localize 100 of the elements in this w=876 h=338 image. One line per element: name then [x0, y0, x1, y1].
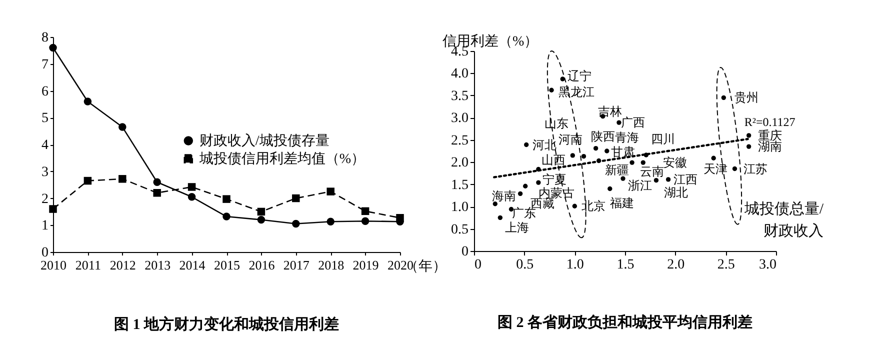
y-tick-label: 0.5: [451, 222, 468, 238]
y-tick-label: 7: [42, 57, 48, 72]
x-tick-label: 2016: [248, 258, 276, 272]
text: 图 2 各省财政负担和城投平均信用利差: [498, 314, 752, 331]
point: [188, 183, 196, 191]
annotation: 新疆: [604, 162, 629, 177]
annotation: 广西: [620, 116, 645, 130]
point: [549, 88, 554, 92]
legend-label: 财政收入/城投债存量: [199, 132, 330, 149]
y-tick-label: 2.0: [451, 156, 468, 171]
point: [746, 144, 752, 149]
point: [604, 148, 610, 154]
x-tick-label: 0.5: [516, 258, 534, 272]
legend-label: 城投债信用利差均值（%）: [198, 150, 366, 167]
x-axis-title: 城投债总量/财政收入: [743, 200, 824, 240]
annotation: 山东: [544, 116, 569, 130]
point: [118, 123, 126, 131]
y-tick-label: 1.5: [451, 178, 468, 193]
annotation: 黑龙江: [558, 85, 595, 100]
point: [518, 191, 523, 196]
annotation: 四川: [651, 132, 676, 146]
y-tick-label: 2: [42, 192, 48, 207]
y-tick-label: 0: [42, 246, 48, 260]
y-tick-label: 6: [42, 84, 48, 100]
y-tick-label: 3.5: [451, 88, 468, 104]
annotation: 湖北: [664, 185, 688, 200]
annotation: R²=0.1127: [744, 115, 796, 129]
x-tick-label: 2017: [283, 258, 310, 272]
point: [153, 178, 161, 186]
annotation: 浙江: [628, 178, 652, 193]
point: [222, 212, 230, 220]
point: [581, 154, 586, 159]
x-tick-label: 0: [474, 258, 482, 272]
y-tick-label: 8: [42, 30, 48, 46]
annotation: 河南: [558, 132, 583, 146]
annotation: 辽宁: [568, 69, 592, 83]
x-tick-label: 2019: [352, 258, 379, 272]
y-tick-label: 3: [42, 164, 48, 180]
point: [257, 216, 266, 224]
point: [536, 180, 541, 185]
point: [572, 204, 578, 208]
annotation: 贵州: [734, 90, 759, 105]
annotation: 河北: [532, 138, 556, 152]
point: [630, 160, 634, 165]
point: [522, 184, 528, 188]
annotation: 云南: [640, 164, 664, 179]
point: [188, 193, 196, 201]
point: [396, 214, 404, 222]
point: [732, 166, 738, 172]
annotation: 陕西: [590, 129, 615, 144]
y-tick-label: 0: [462, 244, 468, 260]
x-tick-label: 2013: [144, 258, 171, 272]
y-tick-label: 5: [42, 111, 48, 126]
annotation: 安徽: [663, 156, 688, 170]
x-tick-label: 2010: [40, 258, 66, 272]
point: [593, 146, 598, 151]
annotation: 山西: [541, 153, 566, 168]
x-tick-label: 2012: [110, 258, 136, 272]
x-tick-label: 2020: [388, 258, 414, 272]
point: [118, 175, 126, 183]
point: [361, 207, 370, 216]
point: [326, 188, 334, 196]
annotation: 江苏: [744, 162, 768, 176]
point: [84, 176, 92, 185]
point: [361, 217, 370, 225]
x-tick-label: 2.5: [717, 258, 735, 272]
annotation: 福建: [610, 196, 634, 210]
point: [711, 156, 716, 160]
annotation: 青海: [615, 130, 640, 145]
x-tick-label: 1.0: [566, 258, 584, 272]
point: [498, 215, 503, 220]
text: 图 1 地方财力变化和城投信用利差: [114, 315, 339, 333]
x-tick-label: 2015: [214, 258, 240, 272]
point: [666, 177, 671, 182]
x-tick-label: 2018: [318, 258, 344, 272]
point: [49, 44, 57, 52]
point: [326, 218, 334, 226]
x-tick-label: 2011: [75, 258, 101, 272]
annotation: 湖南: [758, 140, 782, 154]
point: [721, 95, 726, 100]
point: [84, 98, 92, 106]
x-tick-label: 2014: [179, 258, 206, 272]
point: [524, 142, 529, 148]
point: [492, 202, 498, 206]
annotation: 天津: [704, 162, 728, 176]
point: [620, 176, 626, 181]
point: [746, 133, 752, 138]
point: [153, 189, 161, 197]
y-tick-label: 4: [42, 138, 48, 153]
point: [570, 153, 575, 158]
x-tick-label: 2.0: [667, 258, 685, 272]
y-tick-label: 3.0: [451, 111, 468, 126]
point: [608, 186, 612, 192]
y-tick-label: 2.5: [451, 133, 468, 148]
point: [616, 120, 622, 125]
point: [257, 208, 266, 216]
annotation: 江西: [673, 172, 698, 186]
point: [49, 205, 57, 213]
point: [292, 220, 300, 228]
point: [292, 194, 300, 202]
